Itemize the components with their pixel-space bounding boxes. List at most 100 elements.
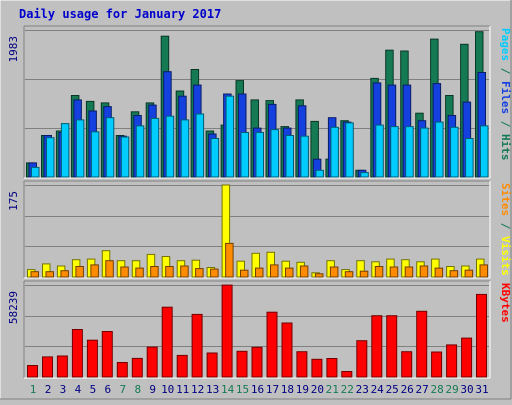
x-tick-label-day-26: 26	[401, 383, 414, 396]
x-tick-label-day-29: 29	[445, 383, 458, 396]
bar-pages-day-2	[46, 137, 55, 178]
series-label-part: KBytes	[499, 283, 512, 323]
bar-kbytes-day-30	[461, 337, 473, 378]
bar-sites-day-24	[374, 266, 384, 278]
series-label-part: /	[499, 216, 512, 236]
series-label-part: /	[499, 114, 512, 134]
bar-pages-day-17	[270, 129, 279, 178]
bar-kbytes-day-8	[131, 357, 143, 378]
bar-sites-day-7	[120, 266, 129, 278]
panels-layer: 1983 175 58239 Pages / Files / Hits Sites / …	[7, 25, 512, 379]
bar-sites-day-21	[329, 266, 339, 278]
bar-sites-day-19	[299, 265, 309, 278]
series-label-part: Files	[499, 81, 512, 114]
bar-pages-day-22	[345, 122, 354, 178]
bar-sites-day-31	[479, 264, 488, 278]
x-tick-label-day-31: 31	[475, 383, 488, 396]
x-tick-label-day-23: 23	[356, 383, 369, 396]
panel-bottom-series-label: KBytes	[499, 283, 512, 323]
bar-pages-day-28	[435, 121, 444, 178]
x-tick-label-day-12: 12	[191, 383, 204, 396]
bar-pages-day-4	[75, 119, 85, 178]
x-tick-label-day-30: 30	[460, 383, 473, 396]
bar-kbytes-day-27	[416, 310, 428, 378]
bar-kbytes-day-11	[176, 354, 188, 378]
panel-top-series-label: Pages / Files / Hits	[499, 28, 512, 161]
bar-pages-day-31	[480, 125, 489, 178]
bar-pages-day-1	[31, 166, 40, 178]
series-pages	[31, 95, 489, 178]
series-label-part: Pages	[499, 28, 512, 61]
bar-pages-day-8	[135, 125, 145, 178]
x-tick-label-day-28: 28	[430, 383, 443, 396]
bar-sites-day-8	[135, 267, 144, 278]
bar-kbytes-day-17	[266, 311, 278, 378]
x-tick-label-day-22: 22	[341, 383, 354, 396]
bar-kbytes-day-19	[296, 351, 308, 378]
x-tick-label-day-1: 1	[30, 383, 37, 396]
bar-kbytes-day-14	[221, 284, 233, 378]
bar-kbytes-day-10	[161, 306, 173, 378]
bar-pages-day-12	[195, 113, 205, 178]
panel-top: 1983	[7, 25, 491, 179]
bar-kbytes-day-2	[42, 356, 53, 378]
bar-sites-day-29	[449, 270, 459, 278]
bar-pages-day-15	[240, 132, 249, 178]
bar-pages-day-6	[105, 117, 115, 178]
bar-sites-day-11	[180, 265, 189, 278]
bar-kbytes-day-26	[401, 351, 413, 378]
bar-kbytes-day-15	[236, 350, 248, 378]
x-tick-label-day-21: 21	[326, 383, 339, 396]
bar-pages-day-26	[405, 126, 414, 178]
bar-sites-day-17	[270, 264, 279, 278]
bar-pages-day-27	[420, 127, 429, 178]
x-tick-label-day-18: 18	[281, 383, 294, 396]
bar-sites-day-9	[150, 266, 159, 278]
x-tick-label-day-11: 11	[176, 383, 189, 396]
x-tick-label-day-9: 9	[149, 383, 156, 396]
bar-sites-day-5	[90, 264, 99, 278]
bar-kbytes-day-21	[326, 358, 338, 378]
x-tick-label-day-17: 17	[266, 383, 279, 396]
series-label-part: Hits	[499, 134, 512, 161]
bar-kbytes-day-20	[311, 358, 323, 378]
bar-kbytes-day-24	[371, 315, 383, 378]
x-tick-label-day-15: 15	[236, 383, 249, 396]
x-tick-label-day-8: 8	[134, 383, 141, 396]
bar-pages-day-18	[285, 135, 294, 178]
bar-pages-day-5	[90, 131, 100, 178]
bar-sites-day-28	[434, 267, 444, 278]
x-tick-label-day-2: 2	[45, 383, 52, 396]
bar-pages-day-21	[330, 126, 339, 178]
bar-kbytes-day-12	[191, 313, 203, 378]
series-kbytes	[27, 284, 487, 378]
bar-sites-day-22	[344, 271, 354, 278]
bar-pages-day-24	[375, 124, 384, 178]
x-tick-label-day-5: 5	[90, 383, 97, 396]
x-tick-label-day-20: 20	[311, 383, 324, 396]
bar-sites-day-13	[210, 268, 219, 278]
chart-title: Daily usage for January 2017	[19, 7, 221, 21]
bar-pages-day-9	[150, 117, 160, 178]
series-label-part: Visits	[499, 236, 512, 276]
panel-bottom: 58239	[7, 280, 491, 379]
x-tick-label-day-27: 27	[415, 383, 428, 396]
bar-pages-day-30	[465, 138, 474, 178]
panel-middle-max-label: 175	[7, 191, 20, 211]
panel-top-max-label: 1983	[7, 36, 20, 63]
bar-pages-day-7	[120, 136, 130, 178]
x-tick-label-day-25: 25	[386, 383, 399, 396]
bar-sites-day-3	[60, 270, 69, 278]
bar-pages-day-10	[165, 115, 175, 178]
bar-sites-day-20	[314, 273, 324, 278]
bar-sites-day-10	[165, 266, 174, 278]
series-label-part: Sites	[499, 183, 512, 216]
panel-middle-series-label: Sites / Visits	[499, 183, 512, 276]
bar-pages-day-19	[300, 135, 309, 178]
x-tick-label-day-14: 14	[221, 383, 235, 396]
bar-kbytes-day-6	[101, 331, 113, 378]
bar-sites-day-6	[105, 260, 114, 278]
bar-pages-day-25	[390, 126, 399, 178]
bar-kbytes-day-5	[86, 339, 98, 378]
